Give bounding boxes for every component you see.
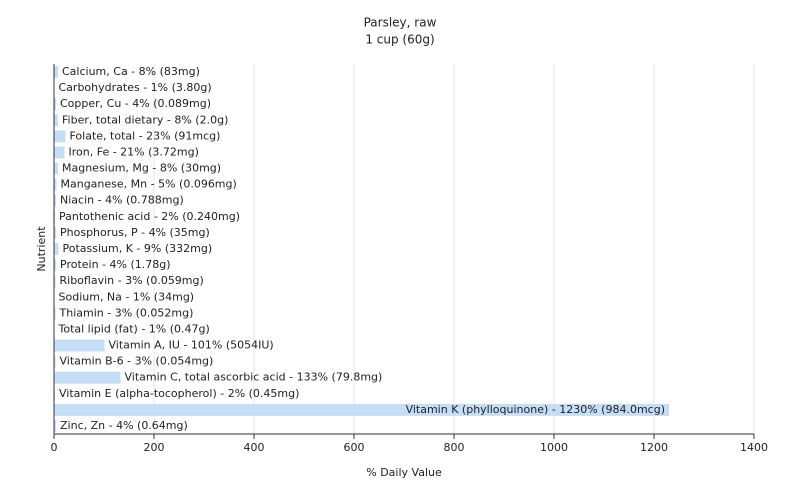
data-label: Niacin - 4% (0.788mg)	[60, 194, 184, 207]
data-label: Pantothenic acid - 2% (0.240mg)	[59, 210, 240, 223]
bar	[54, 259, 56, 272]
data-label: Manganese, Mn - 5% (0.096mg)	[61, 178, 237, 191]
data-label: Sodium, Na - 1% (34mg)	[59, 290, 195, 303]
bar	[54, 114, 58, 127]
data-label: Zinc, Zn - 4% (0.64mg)	[60, 419, 188, 432]
x-tick-label: 1200	[640, 441, 668, 454]
chart-subtitle: 1 cup (60g)	[365, 33, 434, 47]
data-label: Thiamin - 3% (0.052mg)	[59, 306, 194, 319]
bar	[54, 66, 58, 79]
bar	[54, 243, 59, 255]
bar	[54, 339, 105, 352]
data-label: Vitamin C, total ascorbic acid - 133% (7…	[125, 371, 383, 384]
x-tick-label: 400	[244, 441, 265, 454]
bar	[54, 130, 66, 143]
bar	[54, 194, 56, 207]
bar	[54, 162, 58, 175]
bar	[54, 403, 669, 416]
bar	[54, 275, 56, 288]
data-label: Fiber, total dietary - 8% (2.0g)	[62, 113, 228, 126]
x-tick-label: 1400	[740, 441, 768, 454]
data-label: Calcium, Ca - 8% (83mg)	[62, 65, 200, 78]
data-label: Protein - 4% (1.78g)	[60, 258, 171, 271]
data-label: Iron, Fe - 21% (3.72mg)	[69, 145, 199, 158]
bar	[54, 226, 56, 239]
x-tick-label: 200	[144, 441, 165, 454]
x-axis-label: % Daily Value	[366, 466, 442, 479]
data-label: Carbohydrates - 1% (3.80g)	[59, 81, 212, 94]
bar	[54, 371, 121, 384]
chart-title: Parsley, raw	[364, 16, 437, 30]
data-label: Riboflavin - 3% (0.059mg)	[60, 274, 204, 287]
x-tick-label: 1000	[540, 441, 568, 454]
bar	[54, 98, 56, 111]
bar	[54, 178, 57, 191]
data-label: Vitamin B-6 - 3% (0.054mg)	[60, 355, 214, 368]
data-label: Vitamin K (phylloquinone) - 1230% (984.0…	[406, 403, 665, 416]
y-axis-label: Nutrient	[35, 226, 48, 272]
x-tick-label: 600	[344, 441, 365, 454]
x-tick-label: 800	[444, 441, 465, 454]
data-label: Total lipid (fat) - 1% (0.47g)	[58, 322, 210, 335]
data-label: Phosphorus, P - 4% (35mg)	[60, 226, 210, 239]
bar	[54, 146, 65, 159]
data-label: Copper, Cu - 4% (0.089mg)	[60, 97, 211, 110]
bar	[54, 419, 56, 432]
data-label: Folate, total - 23% (91mcg)	[70, 129, 221, 142]
data-label: Vitamin A, IU - 101% (5054IU)	[109, 339, 274, 352]
data-label: Potassium, K - 9% (332mg)	[63, 242, 213, 255]
bar	[54, 355, 56, 368]
data-label: Vitamin E (alpha-tocopherol) - 2% (0.45m…	[59, 387, 299, 400]
bar	[54, 307, 56, 320]
x-tick-label: 0	[51, 441, 58, 454]
data-label: Magnesium, Mg - 8% (30mg)	[62, 162, 221, 175]
